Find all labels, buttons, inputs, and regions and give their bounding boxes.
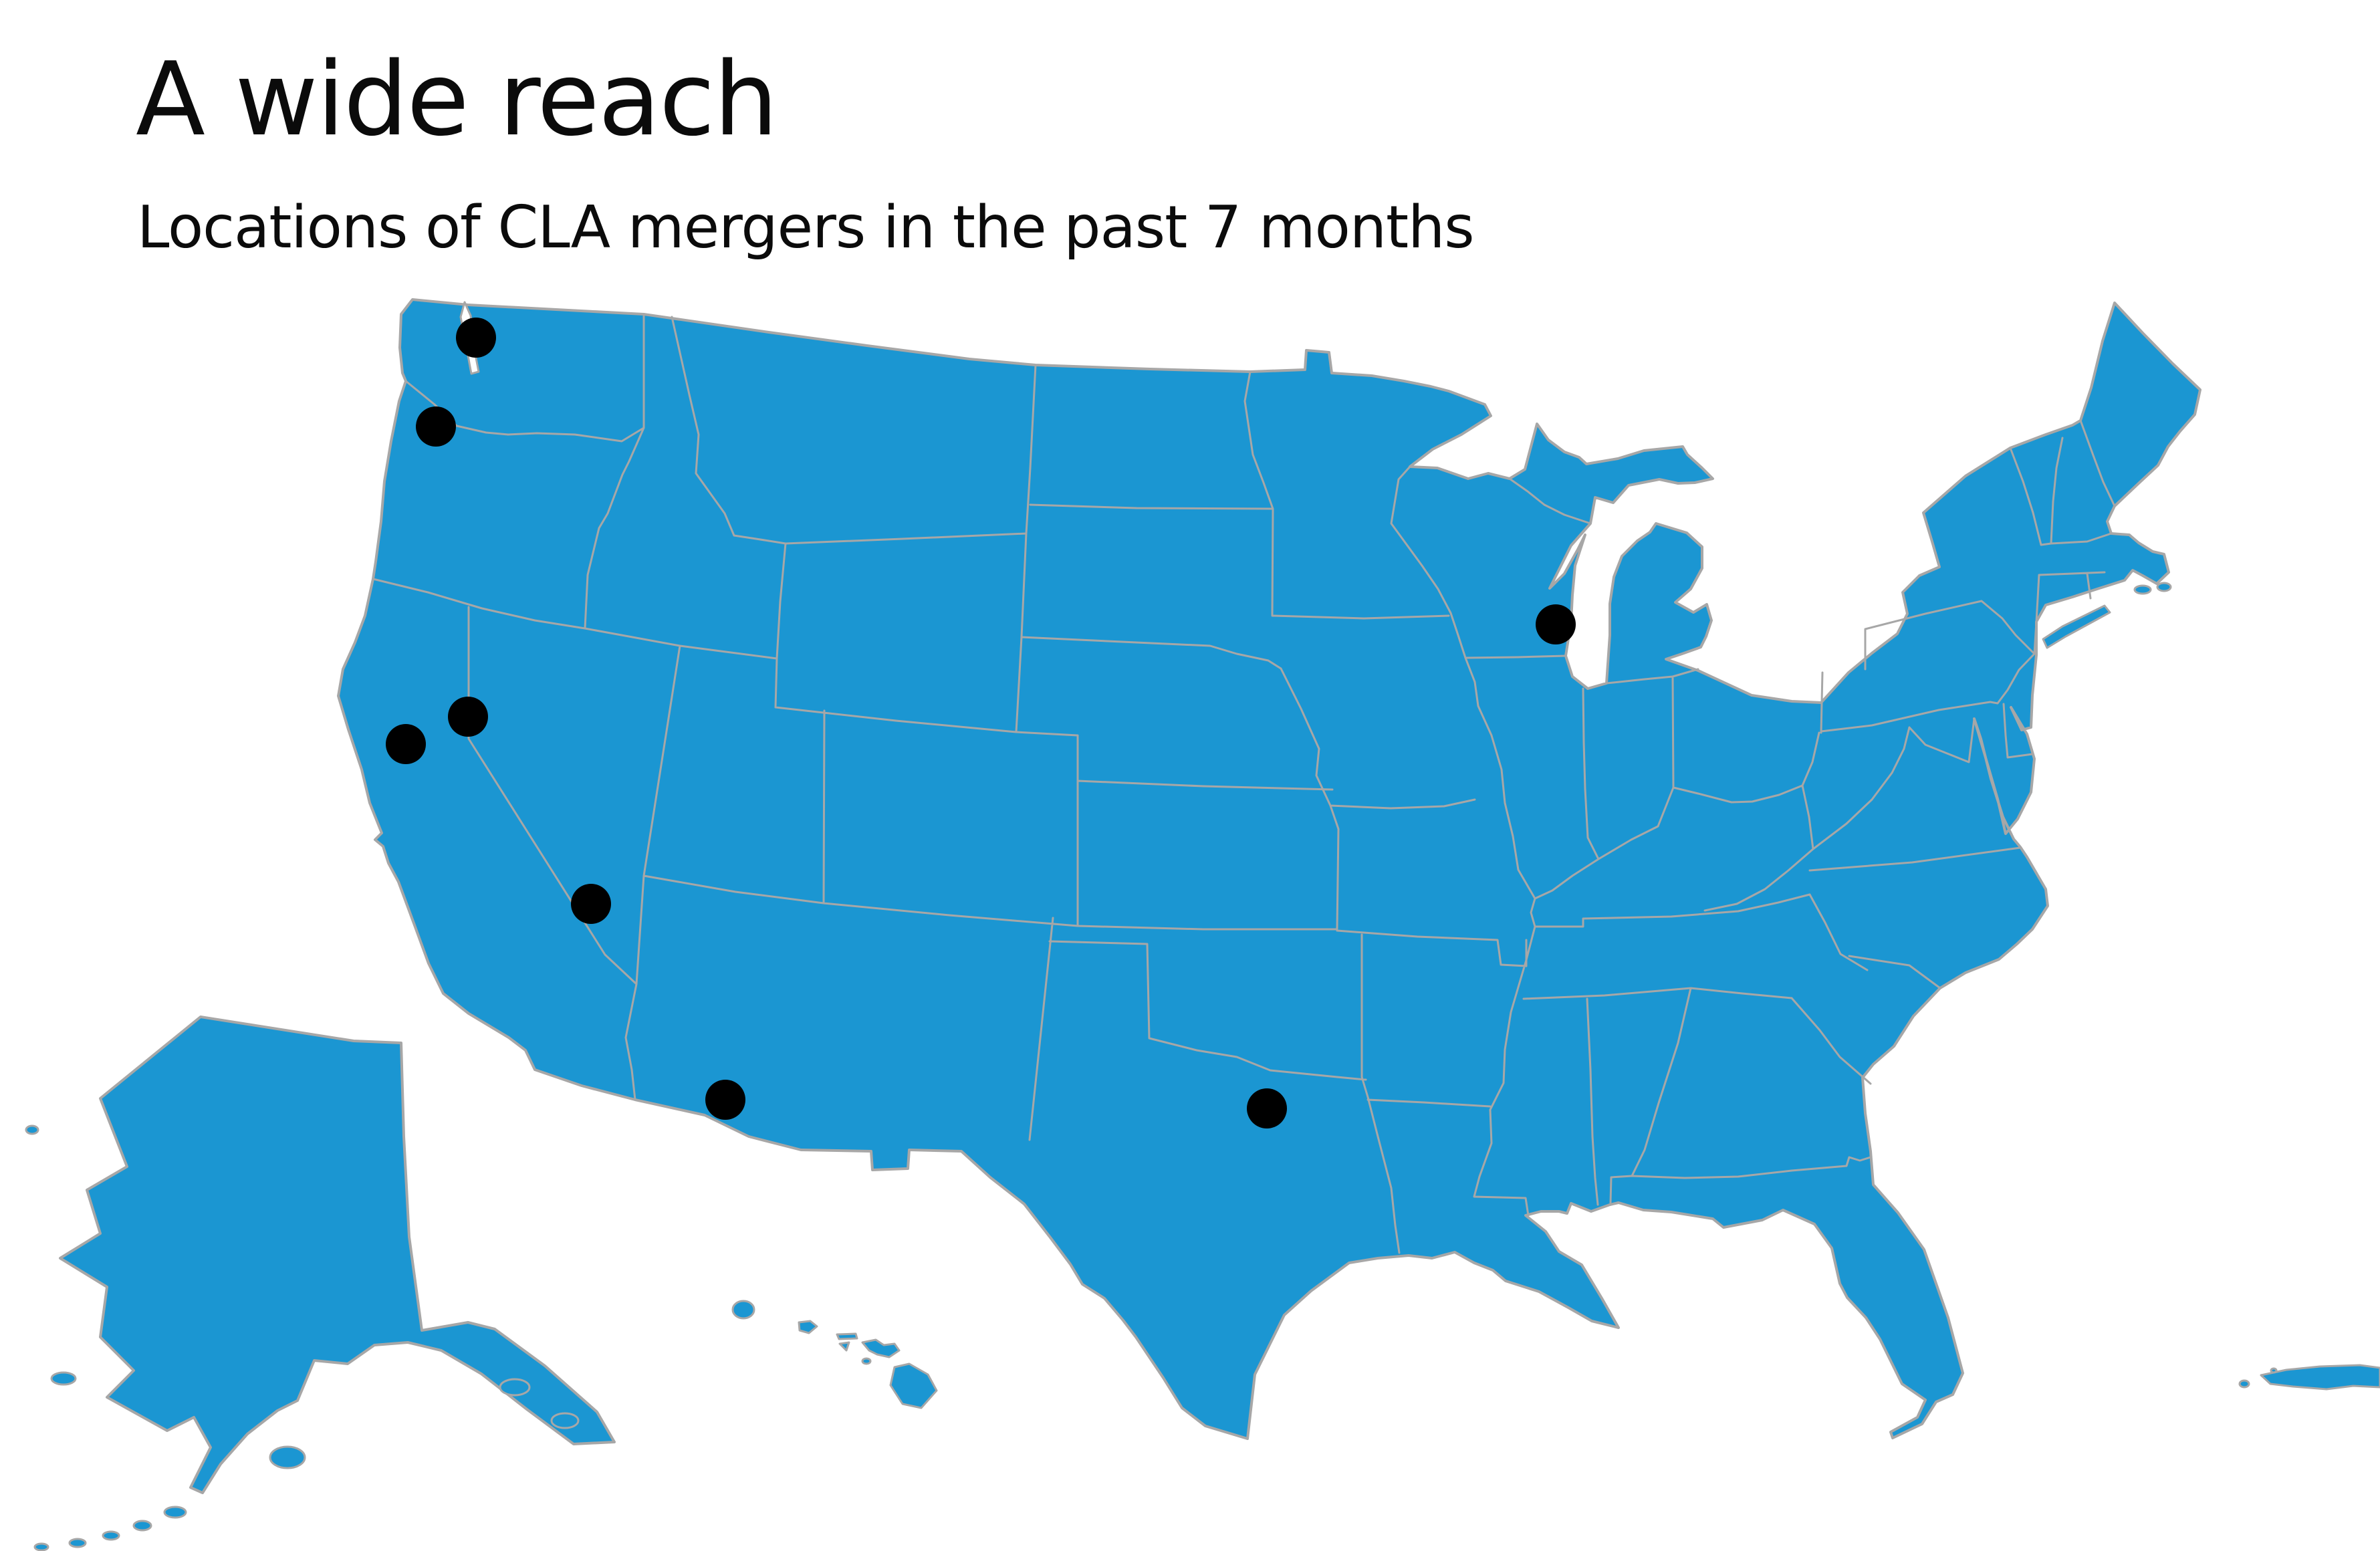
alaska-islands [25, 1124, 580, 1551]
merger-marker-7 [1247, 1088, 1287, 1128]
lower48-landmass [337, 298, 2202, 1440]
merger-marker-6 [705, 1080, 745, 1120]
merger-marker-3 [386, 724, 426, 764]
puerto-rico [2238, 1364, 2380, 1391]
merger-marker-8 [1536, 604, 1576, 644]
page-title: A wide reach [136, 40, 778, 158]
merger-marker-2 [416, 406, 456, 447]
merger-marker-5 [571, 884, 611, 924]
hawaii-islands [731, 1300, 938, 1409]
merger-markers [386, 318, 1576, 1128]
state-borders [372, 313, 2116, 1254]
merger-marker-4 [448, 697, 488, 737]
merger-marker-1 [456, 318, 496, 358]
alaska-landmass [59, 1016, 616, 1494]
page-subtitle: Locations of CLA mergers in the past 7 m… [137, 193, 1475, 261]
atlantic-islands [2042, 582, 2172, 649]
